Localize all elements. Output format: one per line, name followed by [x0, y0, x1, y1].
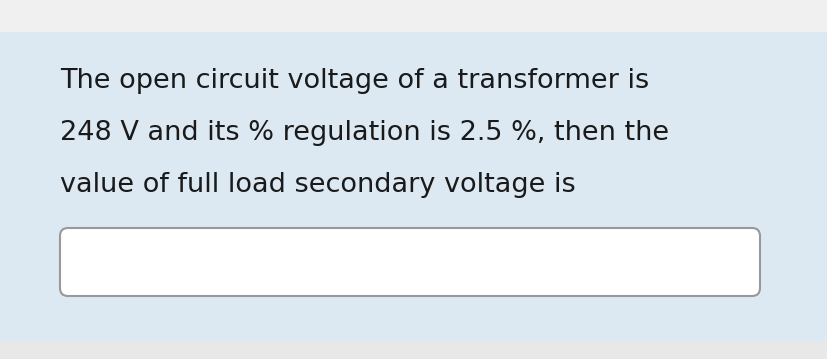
FancyBboxPatch shape [0, 0, 827, 32]
Text: The open circuit voltage of a transformer is: The open circuit voltage of a transforme… [60, 68, 648, 94]
FancyBboxPatch shape [60, 228, 759, 296]
FancyBboxPatch shape [0, 341, 827, 359]
Text: 248 V and its % regulation is 2.5 %, then the: 248 V and its % regulation is 2.5 %, the… [60, 120, 668, 146]
Text: value of full load secondary voltage is: value of full load secondary voltage is [60, 172, 575, 198]
